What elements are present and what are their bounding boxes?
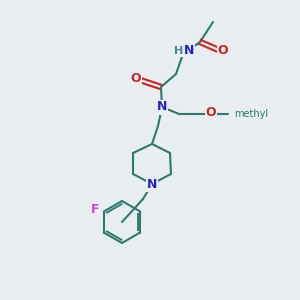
Text: O: O xyxy=(131,73,141,85)
Text: N: N xyxy=(157,100,167,113)
Text: O: O xyxy=(206,106,216,119)
Text: N: N xyxy=(184,44,194,58)
Text: methyl: methyl xyxy=(234,109,268,119)
Text: F: F xyxy=(91,203,99,216)
Text: O: O xyxy=(218,44,228,56)
Text: H: H xyxy=(174,46,184,56)
Text: N: N xyxy=(147,178,157,190)
